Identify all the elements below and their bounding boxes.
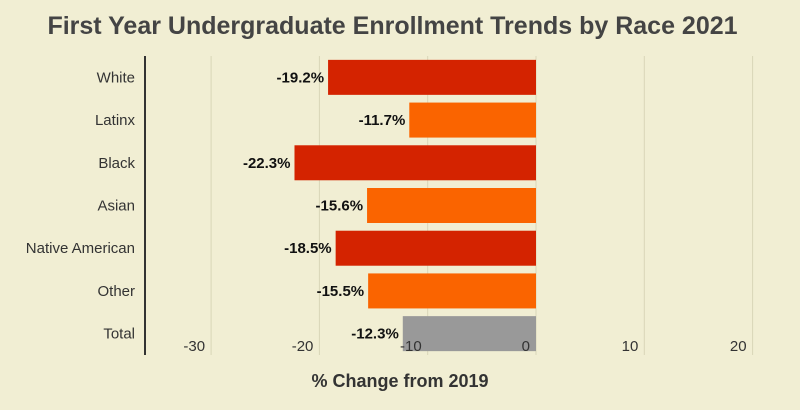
bar — [328, 59, 536, 95]
x-tick-label: -30 — [183, 338, 205, 355]
category-label: Native American — [26, 240, 135, 257]
bar — [335, 230, 536, 266]
x-tick-label: -20 — [292, 338, 314, 355]
bar — [294, 145, 536, 181]
bar — [409, 102, 536, 138]
data-label: -19.2% — [277, 69, 325, 86]
x-axis-title: % Change from 2019 — [311, 371, 488, 391]
category-label: Total — [103, 326, 135, 343]
data-label: -12.3% — [351, 326, 399, 343]
x-tick-label: 20 — [730, 338, 747, 355]
x-tick-label: 0 — [522, 338, 530, 355]
bar — [402, 316, 536, 352]
data-label: -22.3% — [243, 155, 291, 172]
bar — [367, 188, 536, 223]
bar — [368, 273, 536, 309]
data-label: -18.5% — [284, 240, 332, 257]
category-label: Asian — [97, 198, 135, 215]
category-label: Black — [98, 155, 135, 172]
chart-title: First Year Undergraduate Enrollment Tren… — [47, 12, 738, 40]
category-label: Latinx — [95, 112, 136, 129]
x-tick-label: 10 — [622, 338, 639, 355]
data-label: -11.7% — [359, 112, 406, 129]
data-label: -15.6% — [316, 198, 364, 215]
x-tick-label: -10 — [400, 338, 422, 355]
data-label: -15.5% — [317, 283, 365, 300]
category-label: White — [97, 69, 135, 86]
category-label: Other — [97, 283, 135, 300]
